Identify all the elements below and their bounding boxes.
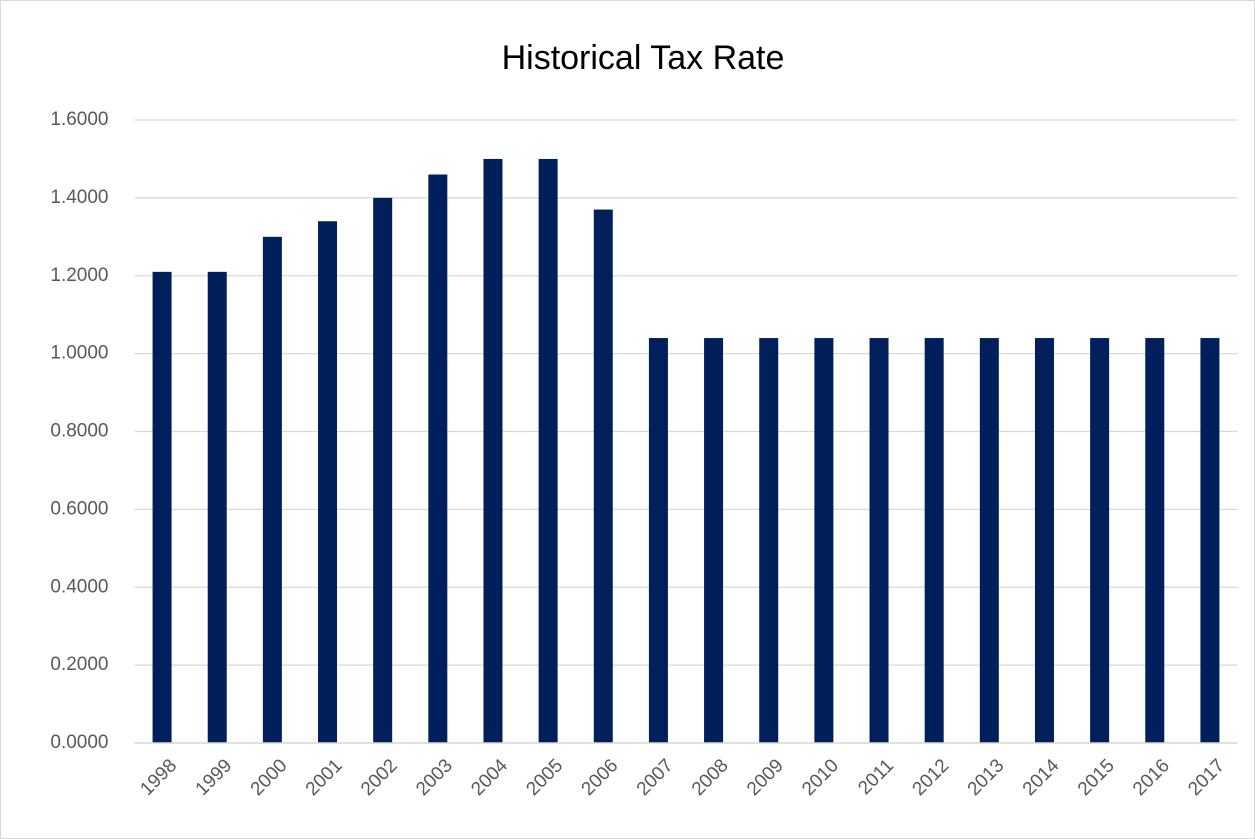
bar <box>1034 338 1054 743</box>
bar <box>262 236 282 743</box>
y-tick-label: 1.2000 <box>50 265 108 286</box>
bar <box>207 271 227 743</box>
y-tick-label: 1.6000 <box>50 109 108 130</box>
bar <box>979 338 999 743</box>
y-tick-label: 0.0000 <box>50 732 108 753</box>
y-tick-label: 0.6000 <box>50 498 108 519</box>
bar <box>318 221 338 744</box>
bar <box>648 338 668 743</box>
bar <box>373 197 393 743</box>
y-tick-label: 0.8000 <box>50 421 108 442</box>
bar <box>1090 338 1110 743</box>
bar <box>538 158 558 743</box>
bar <box>483 158 503 743</box>
chart-title: Historical Tax Rate <box>502 39 785 77</box>
bar <box>759 338 779 743</box>
bar <box>704 338 724 743</box>
y-tick-label: 0.4000 <box>50 576 108 597</box>
y-tick-label: 0.2000 <box>50 654 108 675</box>
bar <box>924 338 944 743</box>
y-tick-label: 1.4000 <box>50 187 108 208</box>
bar <box>152 271 172 743</box>
y-tick-label: 1.0000 <box>50 343 108 364</box>
bar <box>593 209 613 743</box>
bar <box>1200 338 1220 743</box>
bar <box>869 338 889 743</box>
bar <box>1145 338 1165 743</box>
bar <box>428 174 448 743</box>
bar <box>814 338 834 743</box>
